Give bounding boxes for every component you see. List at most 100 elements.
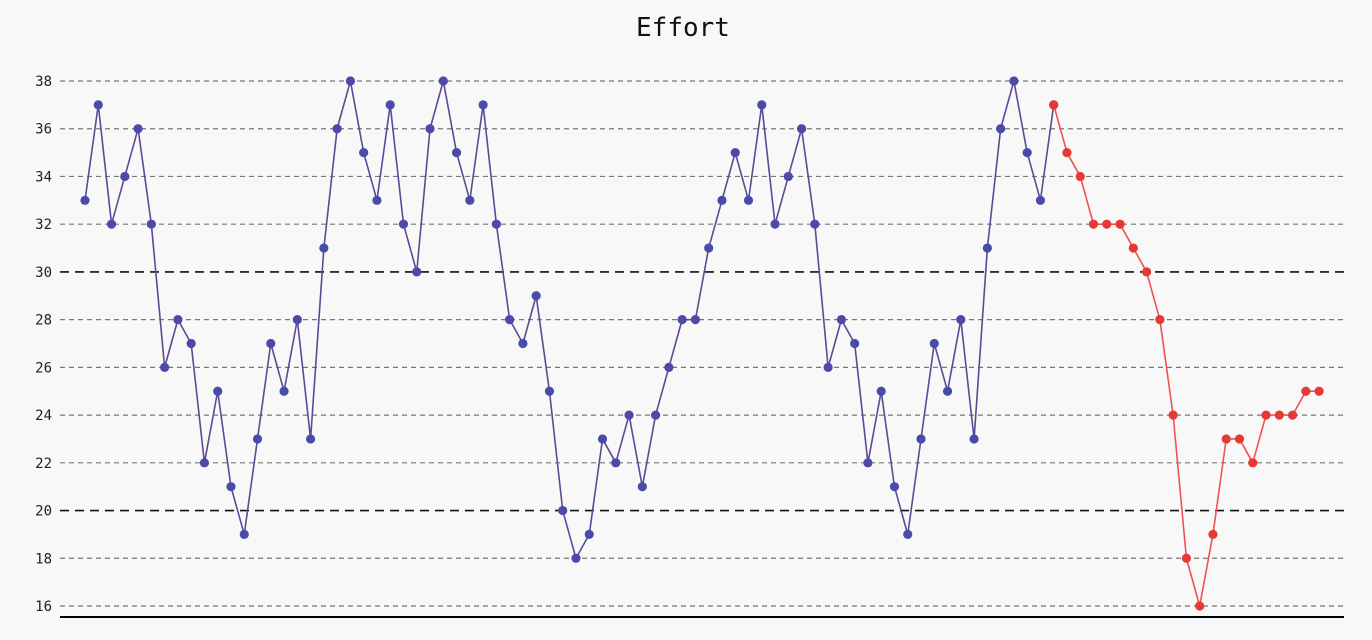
actual-point-7: [160, 362, 170, 372]
actual-point-66: [942, 386, 953, 396]
actual-point-9: [186, 338, 196, 349]
actual-point-60: [863, 458, 873, 468]
actual-point-37: [558, 505, 568, 516]
forecast-point-76: [1075, 171, 1085, 182]
y-tick-label-36: 36: [35, 122, 52, 138]
actual-point-34: [518, 338, 528, 349]
actual-point-19: [319, 243, 329, 253]
forecast-point-79: [1115, 219, 1125, 229]
actual-point-52: [757, 100, 767, 110]
actual-point-23: [372, 195, 382, 205]
actual-point-10: [199, 458, 210, 468]
y-tick-label-16: 16: [35, 599, 52, 615]
actual-point-69: [982, 243, 992, 253]
forecast-point-75: [1062, 147, 1072, 158]
actual-point-43: [637, 482, 647, 492]
y-tick-label-28: 28: [35, 313, 52, 329]
actual-point-6: [146, 219, 156, 229]
actual-point-17: [292, 315, 302, 325]
actual-point-61: [876, 386, 886, 396]
actual-point-26: [412, 267, 422, 277]
actual-line: [84, 80, 1055, 560]
actual-point-59: [850, 338, 860, 349]
actual-point-63: [903, 529, 913, 540]
y-tick-label-20: 20: [35, 504, 52, 520]
forecast-point-82: [1155, 315, 1165, 325]
actual-point-40: [597, 434, 608, 444]
actual-point-8: [173, 315, 183, 325]
actual-point-22: [359, 147, 369, 158]
actual-point-53: [770, 219, 780, 229]
forecast-point-89: [1248, 458, 1258, 468]
actual-point-30: [465, 195, 475, 205]
actual-point-21: [345, 76, 355, 86]
forecast-line: [1052, 104, 1320, 607]
forecast-point-78: [1102, 219, 1112, 229]
actual-point-49: [717, 195, 727, 205]
y-tick-label-24: 24: [35, 408, 52, 424]
forecast-point-84: [1181, 553, 1192, 563]
actual-point-71: [1009, 76, 1019, 86]
y-tick-label-18: 18: [35, 551, 52, 567]
series-points: [80, 76, 1324, 611]
forecast-point-91: [1274, 410, 1284, 420]
actual-point-1: [80, 195, 90, 205]
actual-point-44: [651, 410, 661, 420]
actual-point-36: [544, 386, 555, 396]
actual-point-45: [664, 362, 674, 372]
y-tick-label-30: 30: [35, 265, 52, 281]
actual-point-33: [505, 315, 515, 325]
actual-point-39: [584, 529, 594, 540]
forecast-point-90: [1261, 410, 1271, 420]
actual-point-64: [916, 434, 926, 444]
y-tick-label-32: 32: [35, 217, 52, 233]
actual-point-31: [478, 100, 488, 110]
actual-point-20: [332, 124, 342, 134]
forecast-point-74: [1049, 100, 1059, 110]
actual-point-3: [106, 219, 117, 229]
actual-point-16: [279, 386, 289, 396]
actual-point-47: [690, 315, 701, 325]
actual-point-25: [398, 219, 409, 229]
actual-point-11: [213, 386, 223, 396]
actual-point-62: [889, 482, 900, 492]
actual-point-42: [624, 410, 634, 420]
chart-title: Effort: [636, 13, 730, 43]
forecast-point-94: [1314, 386, 1324, 396]
actual-point-2: [93, 100, 103, 110]
actual-point-55: [796, 124, 807, 134]
actual-point-46: [677, 315, 687, 325]
forecast-point-92: [1287, 410, 1298, 420]
forecast-point-86: [1208, 529, 1218, 540]
actual-point-41: [611, 458, 621, 468]
actual-point-73: [1035, 195, 1046, 205]
actual-point-38: [571, 553, 581, 563]
actual-point-12: [226, 482, 236, 492]
forecast-point-85: [1195, 601, 1205, 611]
actual-point-58: [836, 315, 846, 325]
y-tick-label-34: 34: [35, 169, 52, 185]
actual-point-5: [133, 124, 143, 134]
forecast-point-80: [1128, 243, 1138, 253]
actual-point-27: [425, 124, 435, 134]
actual-point-18: [305, 434, 316, 444]
y-tick-label-26: 26: [35, 360, 52, 376]
actual-point-70: [996, 124, 1006, 134]
actual-point-54: [783, 171, 793, 182]
actual-point-65: [929, 338, 939, 349]
forecast-point-77: [1088, 219, 1099, 229]
actual-point-50: [730, 147, 740, 158]
actual-point-29: [451, 147, 462, 158]
y-axis-ticks: 16 18 20 22 24 26 28 30 32 34 36 38: [35, 74, 52, 615]
actual-point-35: [531, 291, 541, 301]
actual-point-4: [120, 171, 130, 182]
actual-point-14: [252, 434, 263, 444]
actual-point-28: [438, 76, 448, 86]
y-tick-label-38: 38: [35, 74, 52, 90]
actual-point-57: [823, 362, 833, 372]
actual-point-68: [969, 434, 979, 444]
forecast-point-83: [1168, 410, 1178, 420]
actual-point-72: [1022, 147, 1032, 158]
y-tick-label-22: 22: [35, 456, 52, 472]
